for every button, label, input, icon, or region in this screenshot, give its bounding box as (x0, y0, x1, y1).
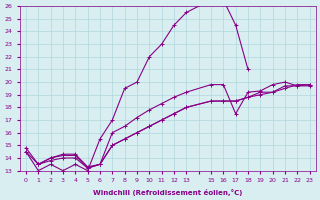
X-axis label: Windchill (Refroidissement éolien,°C): Windchill (Refroidissement éolien,°C) (93, 189, 243, 196)
